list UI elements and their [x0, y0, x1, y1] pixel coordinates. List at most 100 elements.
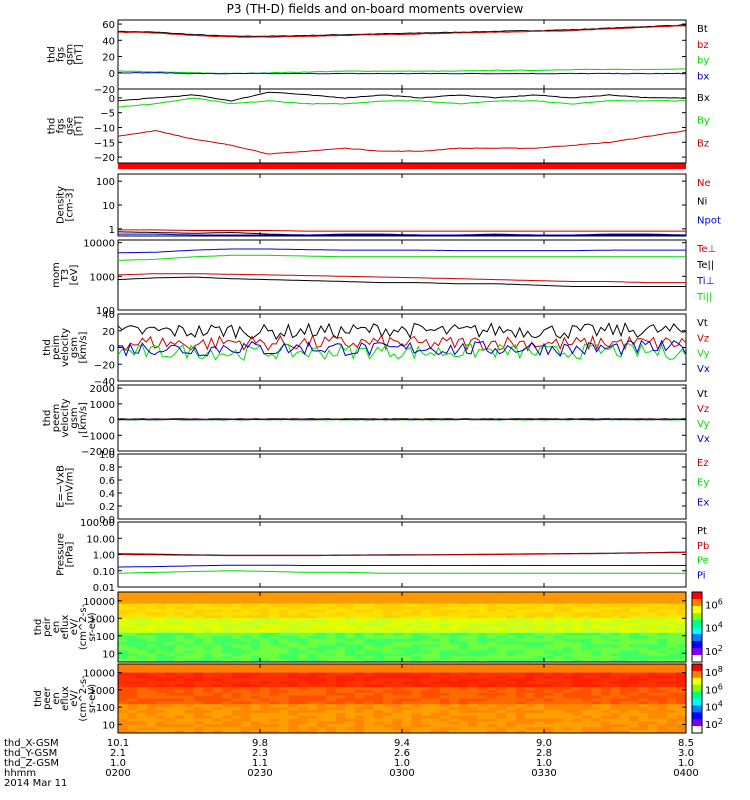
spectrogram-cell [231, 597, 242, 602]
spectrogram-cell [146, 718, 157, 722]
spectrogram-cell [496, 647, 507, 651]
spectrogram-cell [193, 609, 204, 613]
spectrogram-cell [212, 644, 223, 648]
spectrogram-cell [184, 712, 195, 717]
spectrogram-cell [118, 666, 128, 671]
spectrogram-cell [468, 592, 479, 596]
colorbar-segment [692, 664, 702, 672]
spectrogram-cell [572, 635, 583, 640]
spectrogram-cell [146, 609, 157, 613]
spectrogram-cell [278, 629, 289, 634]
spectrogram-cell [420, 609, 431, 613]
spectrogram-cell [241, 627, 252, 631]
spectrogram-cell [335, 692, 346, 697]
spectrogram-cell [127, 612, 138, 616]
spectrogram-cell [629, 606, 640, 610]
spectrogram-cell [326, 681, 337, 685]
spectrogram-cell [676, 597, 687, 602]
spectrogram-cell [420, 707, 431, 711]
spectrogram-cell [600, 721, 611, 725]
spectrogram-cell [468, 644, 479, 648]
spectrogram-cell [657, 632, 668, 637]
spectrogram-cell [487, 612, 498, 616]
spectrogram-cell [553, 594, 564, 599]
spectrogram-cell [676, 687, 687, 691]
spectrogram-cell [525, 664, 536, 668]
spectrogram-cell [468, 632, 479, 637]
spectrogram-cell [307, 721, 318, 725]
spectrogram-cell [231, 650, 242, 654]
spectrogram-cell [458, 701, 469, 705]
legend-entry: bx [697, 71, 709, 82]
spectrogram-cell [260, 650, 270, 654]
spectrogram-cell [212, 624, 223, 628]
spectrogram-cell [657, 681, 668, 685]
spectrogram-cell [638, 632, 649, 637]
spectrogram-cell [402, 612, 412, 616]
spectrogram-cell [458, 692, 469, 697]
spectrogram-cell [174, 672, 185, 676]
spectrogram-cell [487, 730, 498, 734]
spectrogram-cell [468, 621, 479, 625]
spectrogram-cell [203, 621, 214, 625]
spectrogram-cell [146, 603, 157, 608]
spectrogram-cell [439, 632, 450, 637]
spectrogram-cell [496, 718, 507, 722]
spectrogram-cell [203, 698, 214, 702]
ytick-label: 0.10 [93, 567, 115, 578]
spectrogram-cell [203, 609, 214, 613]
spectrogram-cell [174, 638, 185, 643]
ylabel-line: [km/s] [78, 402, 89, 434]
spectrogram-cell [136, 647, 147, 651]
spectrogram-cell [127, 606, 138, 610]
spectrogram-cell [449, 681, 460, 685]
spectrogram-cell [307, 641, 318, 645]
spectrogram-cell [155, 600, 166, 605]
spectrogram-cell [383, 609, 394, 613]
spectrogram-cell [553, 678, 564, 682]
spectrogram-cell [572, 594, 583, 599]
spectrogram-cell [165, 629, 176, 634]
spectrogram-cell [165, 603, 176, 608]
ylabel-line: [cm-3] [65, 188, 76, 221]
spectrogram-cell [648, 627, 659, 631]
spectrogram-cell [269, 715, 280, 720]
spectrogram-cell [307, 618, 318, 622]
spectrogram-cell [174, 692, 185, 697]
spectrogram-cell [591, 727, 602, 731]
spectrogram-cell [629, 724, 640, 728]
spectrogram-cell [335, 730, 346, 734]
colorbar-segment [692, 606, 702, 614]
spectrogram-cell [335, 594, 346, 599]
spectrogram-cell [591, 715, 602, 720]
spectrogram-cell [136, 650, 147, 654]
spectrogram-cell [316, 689, 327, 694]
spectrogram-cell [326, 592, 337, 596]
spectrogram-cell [203, 678, 214, 682]
spectrogram-cell [307, 689, 318, 694]
spectrogram-cell [326, 698, 337, 702]
spectrogram-cell [610, 689, 621, 694]
spectrogram-cell [288, 681, 299, 685]
spectrogram-cell [297, 678, 308, 682]
spectrogram-cell [193, 666, 204, 671]
spectrogram-cell [373, 707, 384, 711]
spectrogram-cell [496, 727, 507, 731]
spectrogram-cell [231, 627, 242, 631]
spectrogram-cell [619, 707, 630, 711]
spectrogram-cell [364, 618, 375, 622]
spectrogram-cell [458, 609, 469, 613]
spectrogram-cell [638, 727, 649, 731]
spectrogram-cell [591, 687, 602, 691]
spectrogram-cell [297, 594, 308, 599]
spectrogram-cell [373, 675, 384, 679]
spectrogram-cell [392, 609, 403, 613]
spectrogram-cell [193, 638, 204, 643]
spectrogram-cell [420, 627, 431, 631]
spectrogram-cell [288, 678, 299, 682]
ylabel-line: eflux [60, 615, 71, 640]
spectrogram-cell [316, 718, 327, 722]
spectrogram-cell [383, 641, 394, 645]
spectrogram-cell [667, 656, 678, 660]
spectrogram-cell [610, 701, 621, 705]
